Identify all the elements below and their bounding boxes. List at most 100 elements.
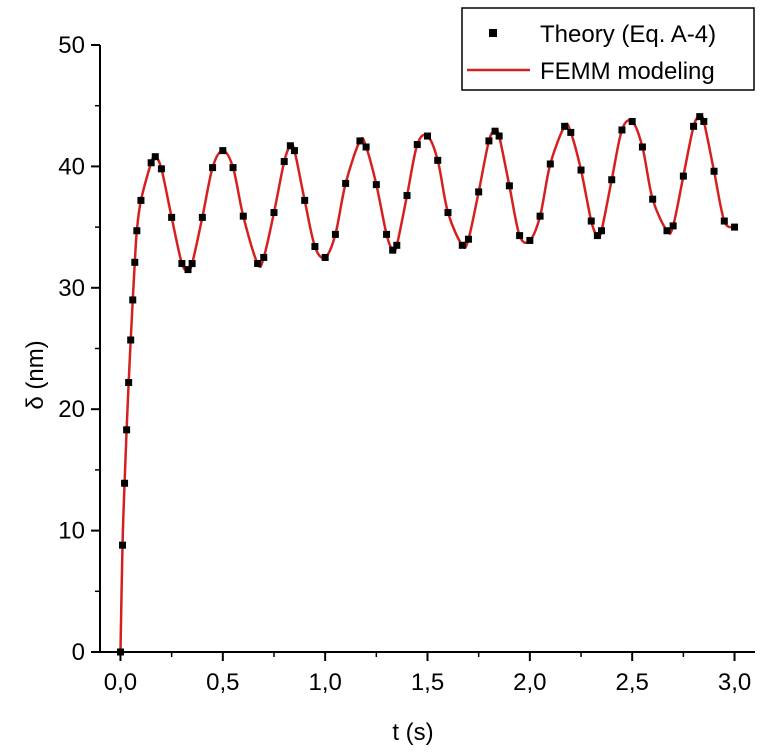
theory-point (280, 158, 288, 166)
theory-point (389, 246, 397, 254)
y-tick-label: 0 (72, 639, 85, 666)
theory-point (567, 128, 575, 136)
theory-point (608, 176, 616, 184)
x-tick-label: 3,0 (718, 669, 751, 696)
theory-point (184, 266, 192, 274)
theory-point (362, 143, 370, 151)
theory-point (239, 212, 247, 220)
theory-point (526, 236, 534, 244)
theory-point (270, 209, 278, 217)
theory-point (464, 235, 472, 243)
theory-point (321, 253, 329, 261)
x-tick-label: 0,5 (206, 669, 239, 696)
y-tick-label: 20 (58, 396, 85, 423)
theory-series (116, 113, 739, 656)
theory-point (133, 227, 141, 235)
y-axis-title: δ (nm) (22, 340, 49, 409)
theory-point (491, 127, 499, 135)
theory-point (485, 137, 493, 145)
x-tick-label: 1,0 (308, 669, 341, 696)
theory-point (372, 181, 380, 189)
theory-point (561, 122, 569, 130)
legend-label-femm: FEMM modeling (540, 58, 715, 85)
femm-modeling-series (119, 114, 736, 653)
theory-point (597, 227, 605, 235)
theory-point (209, 164, 217, 172)
theory-point (311, 243, 319, 251)
x-axis: 0,0 0,5 1,0 1,5 2,0 2,5 3,0 (104, 652, 751, 696)
theory-point (188, 260, 196, 268)
theory-point (700, 117, 708, 125)
theory-point (131, 258, 139, 266)
x-tick-label: 1,5 (411, 669, 444, 696)
theory-point (147, 159, 155, 167)
theory-point (577, 166, 585, 174)
theory-point (444, 209, 452, 217)
theory-point (618, 126, 626, 134)
theory-point (696, 113, 704, 121)
theory-point (710, 167, 718, 175)
theory-point (679, 172, 687, 180)
theory-point (198, 213, 206, 221)
y-tick-label: 50 (58, 32, 85, 59)
theory-point (546, 160, 554, 168)
theory-point (286, 142, 294, 150)
x-tick-label: 2,0 (513, 669, 546, 696)
theory-point (254, 260, 262, 268)
theory-point (669, 222, 677, 230)
theory-point (663, 227, 671, 235)
legend-box (461, 7, 755, 91)
theory-point (413, 141, 421, 149)
y-tick-label: 10 (58, 518, 85, 545)
theory-point (587, 217, 595, 225)
x-tick-label: 0,0 (104, 669, 137, 696)
theory-point (475, 188, 483, 196)
theory-point (129, 296, 137, 304)
theory-point (219, 147, 227, 155)
theory-point (342, 179, 350, 187)
y-axis: 0 10 20 30 40 50 (58, 32, 100, 666)
legend-label-theory: Theory (Eq. A-4) (540, 21, 716, 48)
femm-modeling-line (119, 114, 736, 653)
theory-point (229, 164, 237, 172)
theory-point (168, 213, 176, 221)
theory-point (505, 182, 513, 190)
theory-point (720, 217, 728, 225)
theory-point (151, 153, 159, 161)
theory-point (424, 132, 431, 140)
theory-point (356, 137, 364, 145)
theory-point (125, 378, 133, 386)
theory-point (178, 260, 186, 268)
theory-point (260, 253, 268, 261)
theory-point (127, 336, 135, 344)
theory-point (121, 479, 129, 487)
theory-point (290, 147, 298, 155)
theory-point (628, 117, 636, 125)
theory-point (731, 223, 739, 231)
theory-point (690, 122, 698, 130)
y-tick-label: 40 (58, 153, 85, 180)
y-tick-label: 30 (58, 275, 85, 302)
theory-point (593, 232, 601, 240)
theory-point (383, 230, 391, 238)
theory-point (403, 192, 411, 200)
theory-point (495, 132, 503, 140)
theory-point (434, 156, 442, 164)
x-axis-title: t (s) (392, 719, 433, 746)
theory-point (157, 165, 165, 173)
theory-point (301, 196, 309, 204)
theory-point (331, 230, 339, 238)
theory-point (536, 212, 544, 220)
theory-point (458, 241, 466, 249)
theory-point (516, 232, 524, 240)
theory-point (393, 241, 401, 249)
theory-point (119, 541, 127, 549)
theory-point (123, 426, 131, 434)
legend-marker-theory (489, 29, 497, 37)
x-tick-label: 2,5 (616, 669, 649, 696)
theory-point (137, 196, 145, 204)
theory-point (649, 195, 657, 203)
theory-point (638, 143, 646, 151)
legend: Theory (Eq. A-4) FEMM modeling (461, 7, 755, 91)
